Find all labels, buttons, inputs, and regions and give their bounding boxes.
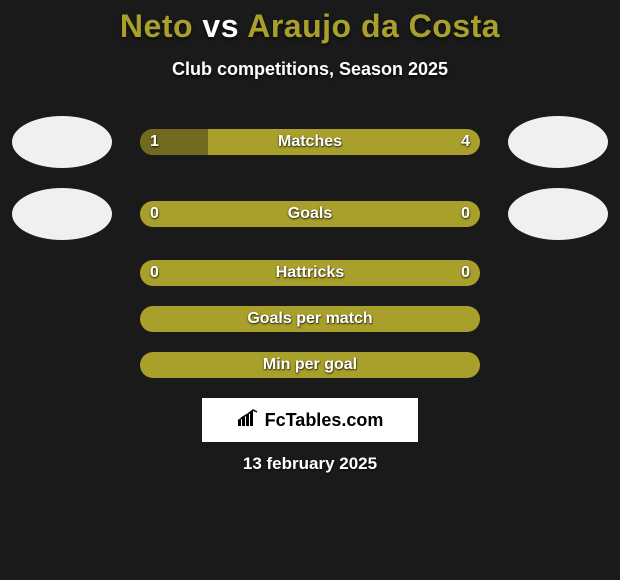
logo-text: FcTables.com bbox=[265, 410, 384, 431]
stat-row: Min per goal bbox=[0, 352, 620, 378]
title-player2: Araujo da Costa bbox=[247, 8, 500, 44]
title-player1: Neto bbox=[120, 8, 193, 44]
stat-bar-label: Goals bbox=[140, 201, 480, 227]
chart-icon bbox=[237, 409, 259, 432]
player-avatar-left bbox=[12, 188, 112, 240]
stat-bar: Min per goal bbox=[140, 352, 480, 378]
stat-row: 1Matches4 bbox=[0, 116, 620, 168]
stat-row: 0Hattricks0 bbox=[0, 260, 620, 286]
stat-bar: 0Hattricks0 bbox=[140, 260, 480, 286]
subtitle: Club competitions, Season 2025 bbox=[0, 59, 620, 80]
stat-row: Goals per match bbox=[0, 306, 620, 332]
title-vs: vs bbox=[202, 8, 239, 44]
player-avatar-left bbox=[12, 116, 112, 168]
logo-badge: FcTables.com bbox=[202, 398, 418, 442]
date-label: 13 february 2025 bbox=[0, 454, 620, 474]
player-avatar-right bbox=[508, 188, 608, 240]
page-title: Neto vs Araujo da Costa bbox=[0, 8, 620, 45]
stat-bar-label: Goals per match bbox=[140, 306, 480, 332]
stat-bar: Goals per match bbox=[140, 306, 480, 332]
stat-bar-right: 0 bbox=[461, 201, 470, 227]
stat-bar-label: Min per goal bbox=[140, 352, 480, 378]
stat-bar: 1Matches4 bbox=[140, 129, 480, 155]
stat-bar-right: 4 bbox=[461, 129, 470, 155]
stat-bar-right: 0 bbox=[461, 260, 470, 286]
stat-bar-label: Matches bbox=[140, 129, 480, 155]
player-avatar-right bbox=[508, 116, 608, 168]
stat-bar: 0Goals0 bbox=[140, 201, 480, 227]
stat-row: 0Goals0 bbox=[0, 188, 620, 240]
stat-bar-label: Hattricks bbox=[140, 260, 480, 286]
